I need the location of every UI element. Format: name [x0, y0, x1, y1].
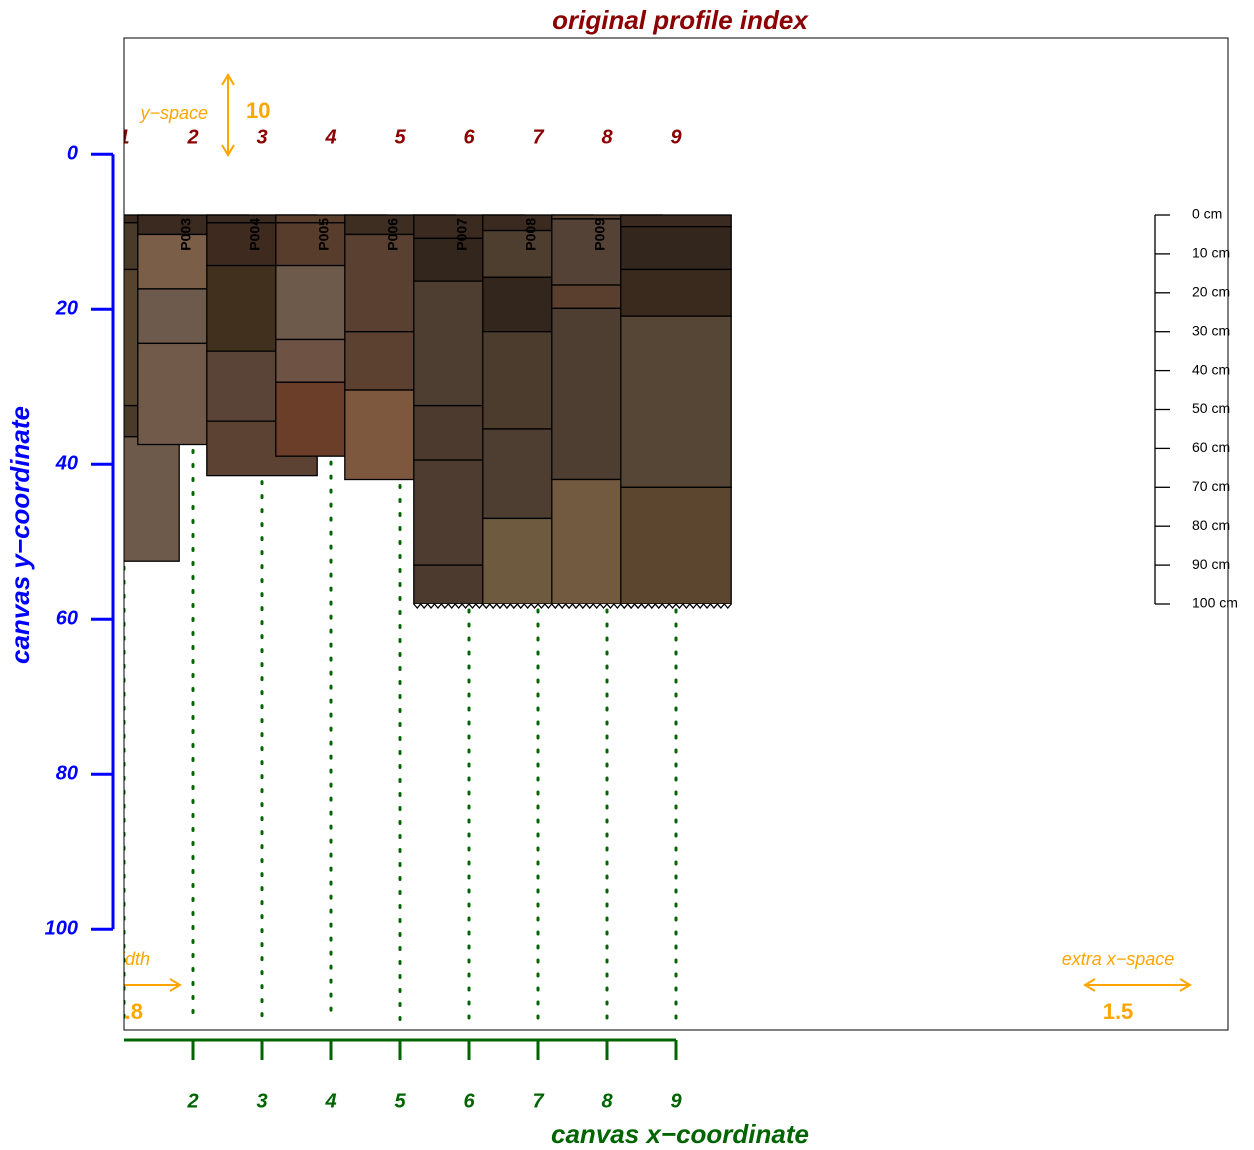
horizon	[124, 436, 180, 562]
plot-box	[123, 37, 1229, 1031]
x-axis-label: canvas x−coordinate	[551, 1119, 809, 1149]
profile-index: 3	[256, 126, 267, 148]
horizon	[620, 214, 732, 228]
horizon	[620, 315, 732, 488]
depth-tick-label: 70 cm	[1192, 478, 1230, 494]
y-tick-label: 0	[67, 143, 78, 165]
depth-tick-label: 50 cm	[1192, 400, 1230, 416]
y-tick-label: 60	[56, 608, 78, 630]
depth-tick-label: 60 cm	[1192, 439, 1230, 455]
chart-title: original profile index	[552, 5, 809, 35]
horizon	[620, 486, 732, 605]
profile-index: 5	[394, 126, 406, 148]
annotation-label: extra x−space	[1062, 949, 1175, 969]
profile-id: P006	[385, 218, 401, 251]
annotation-value: 1.5	[1103, 999, 1134, 1024]
profile-index: 8	[601, 126, 613, 148]
annotation-value: 0.8	[112, 999, 143, 1024]
x-tick-label: 4	[324, 1090, 336, 1112]
y-tick-label: 100	[45, 918, 78, 940]
profile-id: P007	[454, 218, 470, 251]
profile-index: 9	[670, 126, 682, 148]
depth-tick-label: 90 cm	[1192, 556, 1230, 572]
profile-id: P008	[523, 218, 539, 251]
y-tick-label: 80	[56, 763, 78, 785]
x-tick-label: 8	[601, 1090, 613, 1112]
annotation-label: y−space	[138, 103, 208, 123]
profile-id: P004	[247, 218, 263, 251]
profile-index: 6	[463, 126, 475, 148]
depth-tick-label: 100 cm	[1192, 595, 1238, 611]
depth-tick-label: 40 cm	[1192, 361, 1230, 377]
annotation-value: 10	[246, 98, 270, 123]
y-axis-label: canvas y−coordinate	[5, 406, 35, 664]
x-tick-label: 5	[394, 1090, 406, 1112]
annotation-arrow	[1083, 978, 1192, 992]
profile	[620, 214, 732, 609]
profile-id: P009	[592, 218, 608, 251]
horizon	[620, 226, 732, 271]
horizon	[620, 268, 732, 317]
x-tick-label: 9	[670, 1090, 682, 1112]
profile-index: 7	[532, 126, 544, 148]
annotation-label: width	[108, 949, 150, 969]
depth-tick-label: 30 cm	[1192, 322, 1230, 338]
y-tick-label: 20	[55, 298, 78, 320]
profile-index: 2	[186, 126, 198, 148]
depth-tick-label: 10 cm	[1192, 245, 1230, 261]
depth-tick-label: 80 cm	[1192, 517, 1230, 533]
x-tick-label: 3	[256, 1090, 267, 1112]
y-tick-label: 40	[55, 453, 78, 475]
annotation-arrow	[124, 978, 182, 992]
x-tick-label: 7	[532, 1090, 544, 1112]
depth-tick-label: 20 cm	[1192, 284, 1230, 300]
depth-tick-label: 0 cm	[1192, 206, 1222, 222]
profile-index: 1	[118, 126, 129, 148]
truncation-zigzag	[620, 603, 732, 609]
annotation-arrow	[221, 73, 235, 157]
profile-index: 4	[324, 126, 336, 148]
profile-id: P003	[178, 218, 194, 251]
x-tick-label: 2	[186, 1090, 198, 1112]
x-tick-label: 6	[463, 1090, 475, 1112]
profile-id: P005	[316, 218, 332, 251]
plot-area: 1 P003 2 P004 3 P005 4 P006 5 P007 6 P008 7 P009 8 9 y−s…	[108, 73, 1192, 1024]
